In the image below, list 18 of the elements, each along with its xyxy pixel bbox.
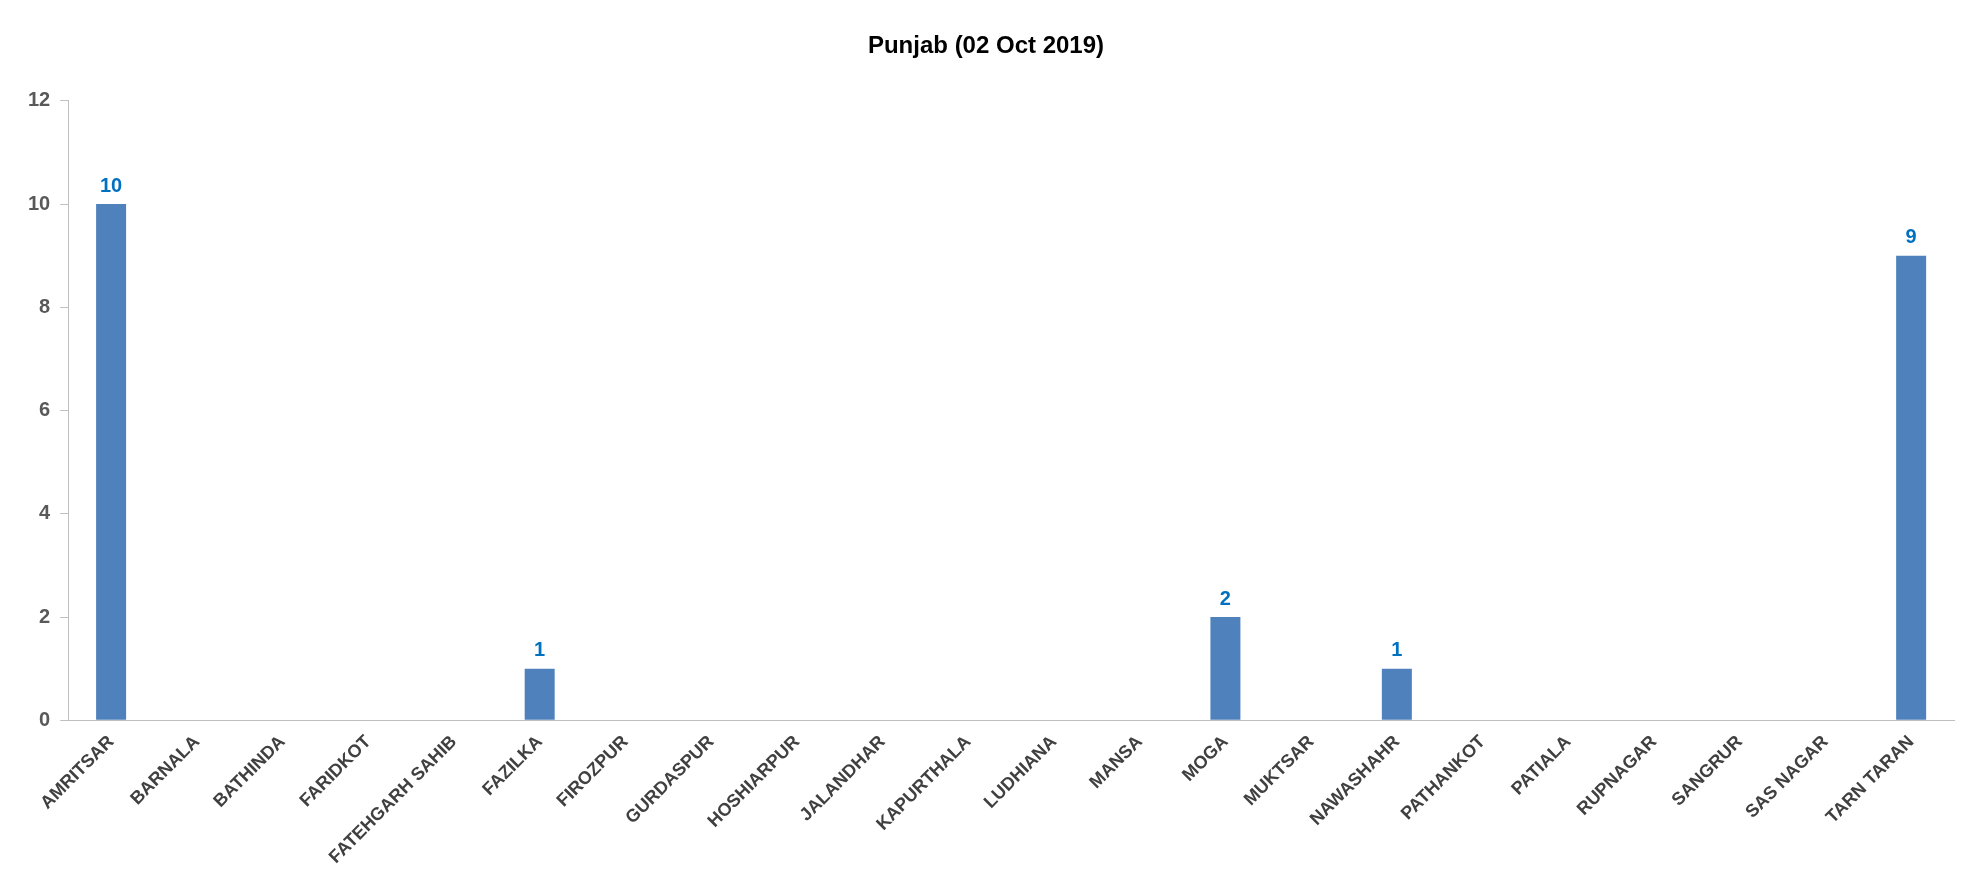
y-tick-label: 8 <box>39 294 51 317</box>
y-tick-label: 4 <box>39 501 52 524</box>
bar <box>1896 255 1927 720</box>
bar <box>1210 617 1241 720</box>
y-tick-label: 0 <box>39 707 51 730</box>
data-label: 1 <box>534 638 546 661</box>
data-label: 9 <box>1905 225 1917 248</box>
y-tick-label: 10 <box>28 191 51 214</box>
data-label: 1 <box>1391 638 1403 661</box>
y-tick-label: 6 <box>39 398 51 421</box>
bar <box>96 204 127 720</box>
bar <box>524 668 555 720</box>
bar <box>1381 668 1412 720</box>
data-label: 2 <box>1219 586 1231 609</box>
y-tick-label: 2 <box>39 604 51 627</box>
y-tick-label: 12 <box>28 88 51 111</box>
chart-title: Punjab (02 Oct 2019) <box>867 31 1105 59</box>
data-label: 10 <box>99 173 123 196</box>
